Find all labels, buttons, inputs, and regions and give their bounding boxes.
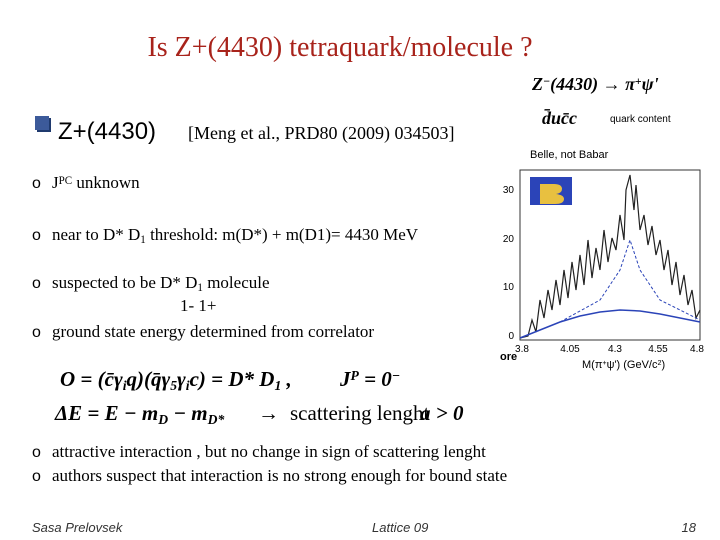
x-tick-label: 4.8 (690, 344, 704, 355)
text-run: O = (c̄γ (60, 367, 123, 391)
text-run: unknown (72, 173, 140, 192)
bullet-text: ground state energy determined from corr… (52, 322, 374, 341)
superscript: PC (59, 175, 73, 187)
conclusion-text: attractive interaction , but no change i… (52, 442, 486, 461)
subscript: D (157, 412, 168, 427)
text-run: J (339, 367, 352, 391)
subscript: 1 (197, 282, 203, 294)
subscript: 1 (140, 234, 146, 246)
bullet-marker: o (32, 444, 41, 461)
text-run: = 0 (359, 367, 392, 391)
histogram (519, 174, 701, 339)
text-run: suspected to be D* D (52, 273, 197, 292)
heading-bullet-face (35, 116, 49, 130)
subscript: D* (207, 412, 225, 427)
superscript: P (351, 368, 360, 383)
superscript: + (602, 359, 606, 367)
text-run: q)(q̄γ (126, 367, 170, 391)
x-tick-label: 4.05 (560, 344, 580, 355)
quark-label: quark content (610, 114, 671, 125)
y-tick-label: 0 (508, 331, 514, 342)
text-run: threshold: m(D*) + m(D1)= 4430 MeV (146, 225, 419, 244)
superscript: − (392, 368, 400, 383)
formula-jp: JP​ = 0−​ (339, 367, 400, 391)
formula-result: a > 0 (420, 401, 464, 425)
y-tick-label: 30 (503, 185, 515, 196)
text-run: ψ') (GeV/c (607, 359, 658, 371)
y-tick-label: 10 (503, 282, 515, 293)
bullet-marker: o (32, 324, 41, 341)
superscript: + (635, 75, 642, 88)
subscript: i (186, 378, 190, 393)
formula: ΔE = E − mD​ − mD*​ (54, 401, 224, 427)
text-run: c) = D* D (190, 367, 275, 391)
superscript: − (543, 75, 550, 88)
arrow: → (258, 401, 279, 425)
bullet-text: near to D* D1​ threshold: m(D*) + m(D1)=… (52, 225, 419, 246)
x-tick-label: 4.3 (608, 344, 622, 355)
conclusion-text: authors suspect that interaction is no s… (52, 466, 507, 485)
belle-logo-mark (540, 184, 564, 204)
text-run: γ (177, 367, 186, 391)
y-tick-label: 20 (503, 234, 515, 245)
text-run: M(π (582, 359, 603, 371)
text-run: ψ' (642, 74, 659, 94)
footer-event: Lattice 09 (372, 520, 428, 535)
x-axis-label: M(π+​ψ') (GeV/c2​) (582, 359, 665, 371)
footer-author: Sasa Prelovsek (32, 520, 124, 535)
text-run: − m (168, 401, 208, 425)
reference: [Meng et al., PRD80 (2009) 034503] (188, 123, 454, 144)
signal-fit (559, 238, 701, 323)
text-run: ) (661, 359, 665, 371)
bullet-marker: o (32, 227, 41, 244)
subscript: 1 (274, 378, 281, 393)
cut-label: ore (500, 351, 517, 363)
experiment: Belle, not Babar (530, 149, 609, 161)
text-run: (4430) → π (550, 74, 636, 95)
slide-title: Is Z+(4430) tetraquark/molecule ? (147, 32, 532, 63)
text-run: , (281, 367, 292, 391)
text-run: ground state energy determined from corr… (52, 322, 374, 341)
bullet-marker: o (32, 468, 41, 485)
bullet-marker: o (32, 275, 41, 292)
subscript: 5 (170, 378, 177, 393)
text-run: J (52, 173, 59, 192)
heading: Z+(4430) (58, 118, 156, 145)
bullet-text: JPC​ unknown (52, 173, 140, 192)
bullet-text: suspected to be D* D1​ molecule (52, 273, 270, 294)
decay: Z−​(4430) → π+​ψ' (531, 74, 659, 95)
text-run: near to D* D (52, 225, 140, 244)
text-run: Z (531, 74, 543, 94)
superscript: 2 (658, 359, 662, 367)
subscript: i (123, 378, 127, 393)
text-run: ΔE = E − m (54, 401, 158, 425)
text-run: molecule (203, 273, 270, 292)
quantum-numbers: 1- 1+ (180, 296, 217, 315)
formula-text: scattering lenght (290, 401, 430, 425)
plot-frame (519, 169, 701, 341)
page-number: 18 (682, 520, 697, 535)
background-fit (519, 309, 701, 339)
quark-content: d̄uc̄c (542, 108, 577, 128)
formula: O = (c̄γi​q)(q̄γ5​γi​c) = D* D1​ , (60, 367, 292, 393)
x-tick-label: 3.8 (515, 344, 529, 355)
bullet-marker: o (32, 175, 41, 192)
x-tick-label: 4.55 (648, 344, 668, 355)
